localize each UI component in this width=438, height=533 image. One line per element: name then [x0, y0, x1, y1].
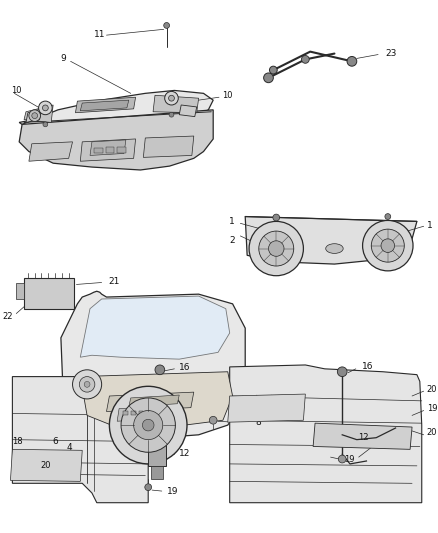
- Circle shape: [32, 113, 38, 118]
- Ellipse shape: [253, 236, 270, 246]
- Polygon shape: [90, 140, 126, 156]
- Text: 10: 10: [222, 91, 233, 100]
- Text: 12: 12: [358, 433, 369, 442]
- Polygon shape: [153, 95, 199, 113]
- Polygon shape: [228, 394, 305, 422]
- Polygon shape: [12, 377, 148, 503]
- Text: 21: 21: [109, 277, 120, 286]
- Text: 19: 19: [344, 455, 355, 464]
- Polygon shape: [117, 407, 155, 421]
- Circle shape: [84, 382, 90, 387]
- Circle shape: [264, 73, 273, 83]
- Circle shape: [301, 55, 309, 63]
- Polygon shape: [80, 372, 233, 427]
- Circle shape: [381, 239, 395, 253]
- Circle shape: [164, 22, 170, 28]
- Circle shape: [73, 370, 102, 399]
- Polygon shape: [11, 449, 82, 481]
- Text: 19: 19: [166, 487, 178, 496]
- Text: 22: 22: [2, 312, 12, 321]
- Polygon shape: [80, 139, 136, 161]
- Polygon shape: [19, 110, 213, 170]
- Polygon shape: [143, 136, 194, 157]
- Circle shape: [371, 229, 404, 262]
- Polygon shape: [75, 97, 136, 113]
- Circle shape: [385, 214, 391, 220]
- Circle shape: [39, 101, 52, 115]
- Bar: [24, 278, 74, 309]
- Circle shape: [121, 398, 175, 453]
- Ellipse shape: [364, 246, 382, 255]
- Circle shape: [363, 221, 413, 271]
- Circle shape: [145, 484, 152, 490]
- Circle shape: [142, 419, 154, 431]
- Text: 18: 18: [12, 437, 23, 446]
- Bar: [16, 284, 24, 299]
- Text: 10: 10: [11, 86, 22, 95]
- Polygon shape: [61, 291, 245, 438]
- Circle shape: [134, 410, 163, 440]
- Text: 1: 1: [427, 221, 432, 230]
- Text: 20: 20: [427, 385, 437, 394]
- Circle shape: [269, 66, 277, 74]
- Text: 1: 1: [229, 217, 234, 226]
- Circle shape: [169, 112, 174, 117]
- Text: 8: 8: [255, 418, 261, 427]
- Circle shape: [259, 231, 294, 266]
- Circle shape: [249, 221, 304, 276]
- Polygon shape: [313, 423, 412, 449]
- Text: 16: 16: [362, 362, 373, 372]
- Text: 23: 23: [385, 49, 396, 58]
- Polygon shape: [80, 296, 230, 359]
- Text: 20: 20: [427, 429, 437, 438]
- Polygon shape: [129, 395, 179, 407]
- Circle shape: [29, 110, 41, 122]
- Bar: [131, 410, 136, 415]
- Polygon shape: [24, 105, 53, 123]
- Circle shape: [169, 95, 174, 101]
- Circle shape: [347, 56, 357, 66]
- Polygon shape: [19, 91, 213, 126]
- Text: 16: 16: [179, 364, 191, 373]
- Circle shape: [273, 214, 279, 221]
- Ellipse shape: [326, 244, 343, 253]
- Circle shape: [337, 367, 347, 377]
- Text: 11: 11: [94, 30, 106, 39]
- Circle shape: [155, 365, 165, 375]
- Circle shape: [338, 455, 346, 463]
- Text: 12: 12: [179, 449, 191, 458]
- Circle shape: [79, 377, 95, 392]
- Circle shape: [43, 122, 48, 127]
- Text: 16: 16: [159, 445, 170, 454]
- Text: 2: 2: [229, 236, 234, 245]
- Circle shape: [165, 91, 178, 105]
- Bar: [148, 445, 166, 466]
- Ellipse shape: [277, 238, 295, 248]
- Text: 9: 9: [60, 54, 66, 63]
- Polygon shape: [26, 109, 42, 123]
- Polygon shape: [106, 392, 194, 411]
- Polygon shape: [80, 100, 129, 111]
- Text: 19: 19: [427, 404, 437, 413]
- Bar: [151, 466, 163, 479]
- Ellipse shape: [392, 244, 409, 253]
- Text: 6: 6: [52, 437, 58, 446]
- Text: 20: 20: [40, 462, 51, 470]
- Bar: [94, 148, 102, 154]
- Polygon shape: [179, 105, 197, 117]
- Circle shape: [268, 241, 284, 256]
- Bar: [138, 410, 143, 415]
- Bar: [123, 410, 128, 415]
- Polygon shape: [29, 142, 73, 161]
- Bar: [106, 147, 114, 152]
- Circle shape: [209, 416, 217, 424]
- Circle shape: [110, 386, 187, 464]
- Polygon shape: [245, 216, 417, 264]
- Circle shape: [42, 105, 48, 111]
- Polygon shape: [230, 365, 422, 503]
- Bar: [117, 147, 126, 152]
- Bar: [145, 410, 150, 415]
- Text: 4: 4: [67, 443, 73, 452]
